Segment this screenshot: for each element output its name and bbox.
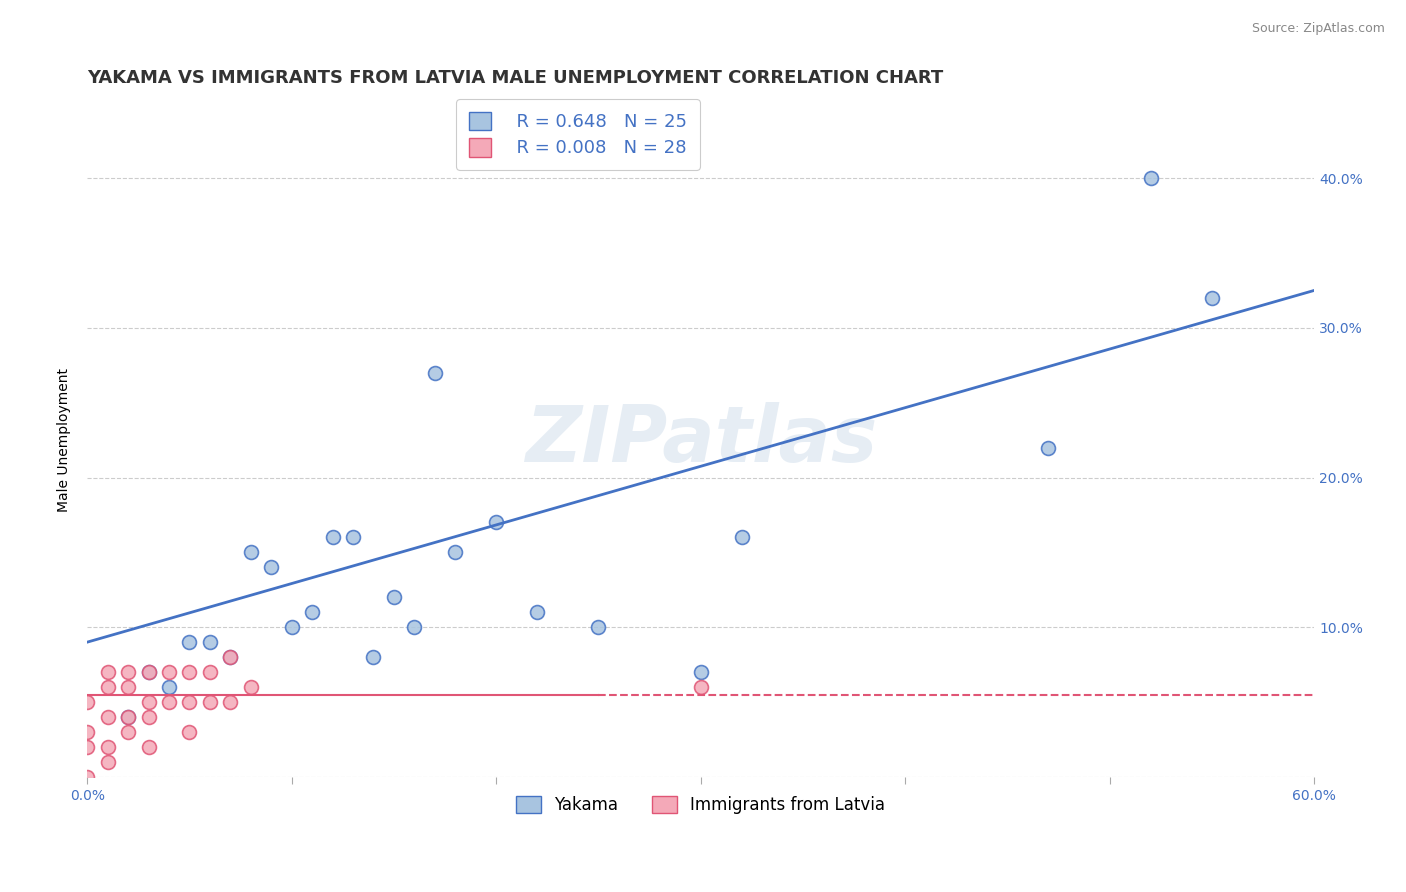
Point <box>76 739 98 754</box>
Point <box>138 695 160 709</box>
Y-axis label: Male Unemployment: Male Unemployment <box>58 368 72 512</box>
Point <box>157 680 180 694</box>
Point <box>117 710 139 724</box>
Point <box>157 695 180 709</box>
Text: ZIPatlas: ZIPatlas <box>524 402 877 478</box>
Point <box>117 680 139 694</box>
Point <box>363 650 385 665</box>
Point <box>219 650 242 665</box>
Point <box>219 650 242 665</box>
Point <box>239 545 262 559</box>
Point <box>689 680 711 694</box>
Text: Source: ZipAtlas.com: Source: ZipAtlas.com <box>1251 22 1385 36</box>
Point <box>301 605 323 619</box>
Point <box>689 665 711 679</box>
Point <box>260 560 283 574</box>
Point <box>239 680 262 694</box>
Point <box>97 710 120 724</box>
Point <box>322 530 344 544</box>
Point <box>179 665 201 679</box>
Point <box>76 695 98 709</box>
Point <box>179 695 201 709</box>
Point <box>404 620 426 634</box>
Point <box>444 545 467 559</box>
Point <box>97 755 120 769</box>
Point <box>1038 441 1060 455</box>
Point <box>138 710 160 724</box>
Point <box>76 770 98 784</box>
Point <box>382 591 405 605</box>
Point <box>76 725 98 739</box>
Point <box>97 680 120 694</box>
Point <box>97 665 120 679</box>
Point <box>179 725 201 739</box>
Point <box>97 739 120 754</box>
Point <box>157 665 180 679</box>
Point <box>219 695 242 709</box>
Point <box>138 739 160 754</box>
Point <box>485 516 508 530</box>
Point <box>730 530 752 544</box>
Point <box>1139 171 1161 186</box>
Point <box>526 605 548 619</box>
Point <box>423 366 446 380</box>
Point <box>588 620 610 634</box>
Point <box>198 635 221 649</box>
Legend: Yakama, Immigrants from Latvia: Yakama, Immigrants from Latvia <box>508 788 893 822</box>
Point <box>1201 291 1223 305</box>
Point <box>198 695 221 709</box>
Point <box>179 635 201 649</box>
Point <box>280 620 302 634</box>
Point <box>117 725 139 739</box>
Point <box>198 665 221 679</box>
Point <box>117 710 139 724</box>
Point <box>117 665 139 679</box>
Point <box>138 665 160 679</box>
Point <box>342 530 364 544</box>
Text: YAKAMA VS IMMIGRANTS FROM LATVIA MALE UNEMPLOYMENT CORRELATION CHART: YAKAMA VS IMMIGRANTS FROM LATVIA MALE UN… <box>87 69 943 87</box>
Point <box>138 665 160 679</box>
